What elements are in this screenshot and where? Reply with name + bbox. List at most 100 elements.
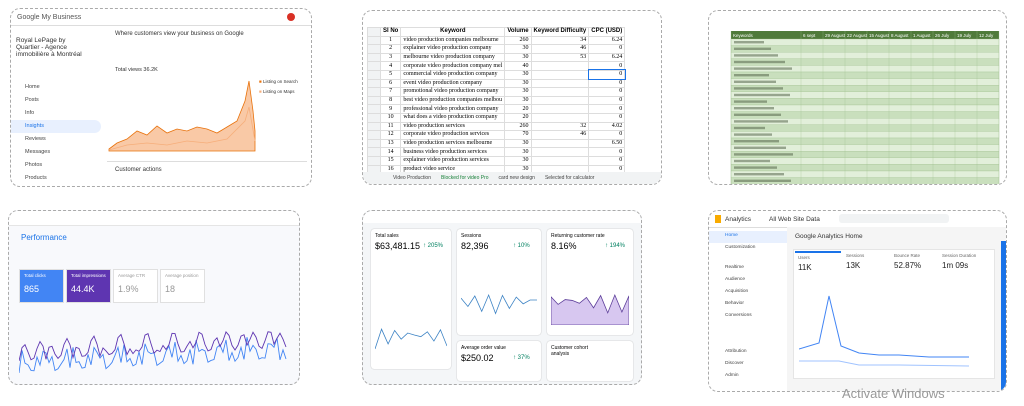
- row-number: [367, 112, 381, 123]
- keyword-bar: [734, 166, 777, 169]
- row-bg: [730, 98, 1000, 106]
- table-cell: [530, 69, 590, 80]
- metric-value: 11K: [798, 263, 812, 272]
- row-bg: [730, 157, 1000, 165]
- metric-label: Average order value: [461, 345, 506, 351]
- row-number: [367, 155, 381, 166]
- metric-change: ↑ 37%: [513, 355, 530, 361]
- column-header: 26 July: [935, 33, 950, 38]
- column-header: 6 sept: [803, 33, 816, 38]
- search-bar: [9, 211, 299, 226]
- table-cell: 14: [379, 147, 402, 157]
- table-cell: 30: [504, 87, 532, 97]
- area: [551, 293, 629, 325]
- home-title: Google Analytics Home: [795, 233, 863, 240]
- avatar: [287, 13, 295, 21]
- table-cell: 4.02: [588, 121, 626, 132]
- table-cell: [530, 147, 590, 157]
- scroll-bar: [1001, 241, 1006, 391]
- row-number: [367, 52, 381, 63]
- keyword-bar: [734, 47, 771, 50]
- row-number: [367, 147, 381, 157]
- row-number: [367, 104, 381, 114]
- table-cell: 6: [379, 78, 402, 89]
- row-number: [367, 87, 381, 97]
- table-row: 14 business video production services 30 0: [367, 147, 626, 157]
- column-header: Keywords: [733, 33, 754, 38]
- column-header: 15 August: [869, 33, 890, 38]
- table-cell: 30: [504, 147, 532, 157]
- table-cell: 6.50: [588, 138, 626, 149]
- legend-label: Listing on Search: [262, 79, 298, 84]
- nav-item: Home: [25, 84, 40, 90]
- keyword-bar: [734, 113, 781, 116]
- table-cell: 0: [588, 44, 626, 54]
- sheet-tabs: Video Production Blocked for video Pro car…: [363, 172, 661, 184]
- table-cell: 30: [504, 52, 532, 63]
- sheet-tab: Selected for calculator: [544, 175, 595, 181]
- row-number: [367, 44, 381, 54]
- section-title: Customer actions: [115, 167, 162, 173]
- nav-bottom: Attribution Discover Admin: [709, 347, 787, 383]
- keyword-bar: [734, 146, 786, 149]
- table-cell: 260: [504, 121, 532, 132]
- row-number: [367, 95, 381, 106]
- metric-label: Sessions: [846, 253, 865, 258]
- table-cell: [530, 104, 590, 114]
- metric-tile: Bounce Rate 52.87%: [891, 251, 937, 281]
- line: [461, 293, 537, 315]
- nav-item: Admin: [725, 373, 739, 378]
- nav-item: Info: [25, 110, 35, 116]
- sparkline: [375, 328, 447, 350]
- metric-value: 82,396: [461, 241, 489, 251]
- row-number: [367, 61, 381, 71]
- table-cell: 12: [379, 130, 402, 140]
- table-cell: 0: [588, 147, 626, 157]
- metric-label: Users: [798, 255, 810, 260]
- side-nav: Home Customization Realtime Audience Acquisi…: [709, 231, 788, 391]
- users-chart: [799, 295, 970, 367]
- cohort-title: Customer cohort analysis: [551, 345, 588, 357]
- table-cell: corporate video production services: [400, 130, 506, 140]
- watermark: Activate Windows: [842, 386, 945, 401]
- column-header: 19 July: [957, 33, 972, 38]
- sheet-tab: card new design: [498, 175, 535, 181]
- table-row: 8 best video production companies melbou 3…: [367, 95, 626, 106]
- header-row: Sl No Keyword Volume Keyword Difficulty CPC …: [367, 27, 626, 37]
- table-row: 6 event video production company 30 0: [367, 78, 626, 89]
- nav-item: Products: [25, 175, 47, 181]
- rank-grid: Keywords 6 sept 29 August 22 August 15 Augus…: [730, 31, 1000, 184]
- ga-card: Analytics All Web Site Data Home Customiz…: [708, 210, 1007, 392]
- table-cell: what does a video production company: [400, 112, 506, 123]
- table-cell: 20: [504, 112, 532, 123]
- table-cell: professional video production company: [400, 104, 506, 114]
- table-cell: 0: [588, 112, 626, 123]
- column-header: 29 August: [825, 33, 846, 38]
- metric-value: 865: [24, 284, 40, 294]
- metric-label: Average position: [165, 273, 199, 278]
- keyword-bar: [734, 107, 774, 110]
- metric-card: Average order value $250.02 ↑ 37%: [457, 341, 541, 381]
- top-bar: [363, 211, 641, 223]
- table-cell: 0: [588, 104, 626, 114]
- keyword-bar: [734, 41, 764, 44]
- metric-tiles: Users 11K Sessions 13K Bounce Rate 52.87% Sess…: [795, 251, 985, 281]
- table-cell: 30: [504, 44, 532, 54]
- table-cell: 11: [379, 121, 402, 132]
- metric-tiles: Total clicks 865 Total impressions 44.4K Ave…: [19, 269, 205, 303]
- row-number: [367, 138, 381, 149]
- side-nav: Home Posts Info Insights Reviews Messages Phot…: [11, 81, 101, 185]
- page-title: Performance: [21, 233, 67, 242]
- keyword-bar: [734, 140, 779, 143]
- header-bg: [731, 31, 999, 39]
- metric-tile: Sessions 13K: [843, 251, 889, 281]
- nav-item: Realtime: [725, 265, 744, 270]
- metric-value: $63,481.15: [375, 241, 421, 251]
- table-cell: 0: [588, 155, 626, 166]
- table-cell: 40: [504, 61, 532, 71]
- table-cell: 20: [504, 104, 532, 114]
- nav-item: Home: [709, 231, 787, 243]
- column-header: Volume: [504, 27, 532, 37]
- nav-item: Photos: [25, 162, 43, 168]
- table-cell: 34: [530, 35, 590, 46]
